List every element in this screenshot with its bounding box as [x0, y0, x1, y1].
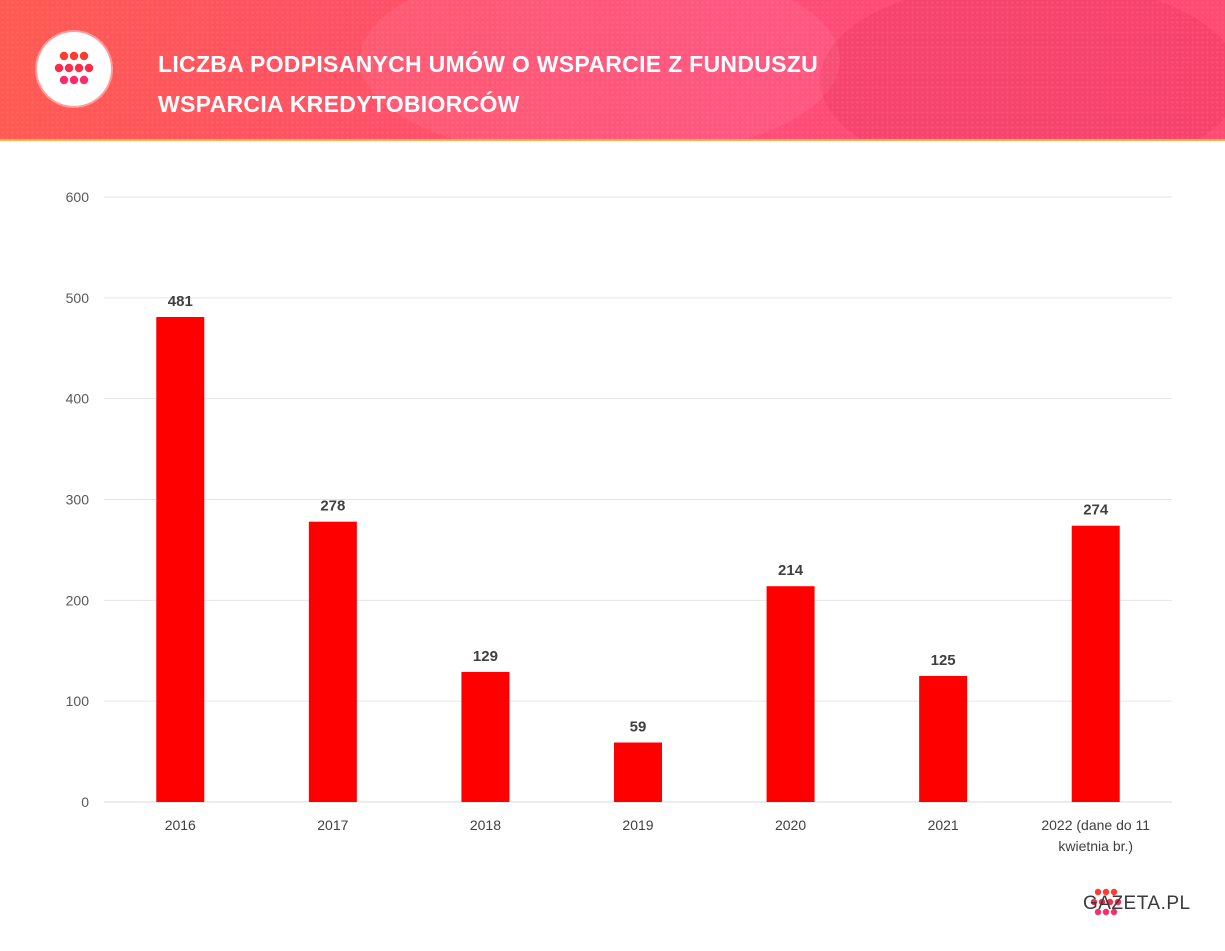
brand-logo-badge: [37, 32, 111, 106]
page-title-line-2: WSPARCIA KREDYTOBIORCÓW: [158, 91, 520, 117]
page-title: LICZBA PODPISANYCH UMÓW O WSPARCIE Z FUN…: [158, 44, 918, 124]
header-decoration: [360, 0, 840, 139]
y-tick-label: 200: [66, 592, 90, 608]
y-tick-label: 500: [66, 290, 90, 306]
y-tick-label: 0: [81, 794, 89, 810]
footer-brand-name: GAZETA.PL: [1083, 893, 1191, 914]
x-tick-label: 2017: [317, 817, 348, 833]
x-tick-label: 2016: [165, 817, 196, 833]
bar: [919, 675, 968, 802]
data-label: 214: [778, 562, 804, 579]
gazeta-dots-logo-icon: [54, 51, 94, 85]
bar: [1071, 525, 1120, 802]
page-title-line-1: LICZBA PODPISANYCH UMÓW O WSPARCIE Z FUN…: [158, 51, 819, 77]
data-label: 125: [931, 652, 956, 669]
data-label: 481: [168, 293, 193, 310]
x-tick-label: 2019: [622, 817, 653, 833]
x-tick-label: 2022 (dane do 11: [1041, 817, 1150, 833]
data-label: 274: [1083, 502, 1109, 519]
header-banner: LICZBA PODPISANYCH UMÓW O WSPARCIE Z FUN…: [0, 0, 1225, 141]
x-tick-label: 2021: [928, 817, 959, 833]
x-tick-label: 2020: [775, 817, 806, 833]
bar: [308, 521, 357, 802]
bar-chart: 0 100 200 300 400 500 600 481 2016 278 2017 129 2018…: [66, 189, 1172, 854]
x-tick-label: kwietnia br.): [1058, 838, 1133, 854]
header-texture: [0, 0, 1225, 139]
bar: [766, 586, 815, 802]
footer-logo-icon: [1090, 888, 1122, 916]
bar: [461, 671, 510, 802]
data-label: 129: [473, 648, 498, 665]
y-tick-label: 100: [66, 693, 90, 709]
data-label: 278: [320, 498, 345, 515]
bar: [156, 316, 205, 802]
data-label: 59: [630, 719, 647, 736]
y-tick-label: 400: [66, 391, 90, 407]
y-tick-label: 600: [66, 189, 90, 205]
bar: [614, 742, 662, 802]
header-decoration: [820, 0, 1225, 139]
y-tick-label: 300: [66, 492, 90, 508]
x-tick-label: 2018: [470, 817, 501, 833]
